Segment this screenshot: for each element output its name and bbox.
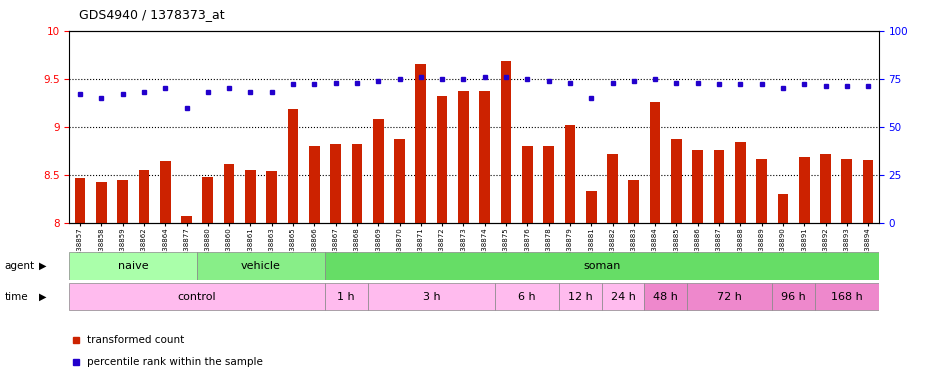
Bar bbox=[863, 161, 873, 223]
Bar bbox=[560, 283, 602, 310]
Text: 24 h: 24 h bbox=[610, 291, 635, 302]
Bar bbox=[479, 91, 490, 223]
Bar bbox=[117, 180, 128, 223]
Bar bbox=[325, 283, 367, 310]
Text: 48 h: 48 h bbox=[653, 291, 678, 302]
Text: transformed count: transformed count bbox=[87, 335, 184, 345]
Bar bbox=[139, 170, 149, 223]
Bar bbox=[245, 170, 255, 223]
Bar bbox=[735, 142, 746, 223]
Bar bbox=[815, 283, 879, 310]
Bar bbox=[197, 252, 325, 280]
Text: vehicle: vehicle bbox=[241, 261, 281, 271]
Bar bbox=[330, 144, 341, 223]
Text: percentile rank within the sample: percentile rank within the sample bbox=[87, 358, 263, 367]
Bar bbox=[778, 194, 788, 223]
Bar bbox=[714, 150, 724, 223]
Bar bbox=[266, 171, 278, 223]
Bar bbox=[607, 154, 618, 223]
Bar bbox=[288, 109, 299, 223]
Text: ▶: ▶ bbox=[39, 291, 46, 302]
Bar bbox=[224, 164, 234, 223]
Text: ▶: ▶ bbox=[39, 261, 46, 271]
Text: GDS4940 / 1378373_at: GDS4940 / 1378373_at bbox=[79, 8, 224, 21]
Bar bbox=[671, 139, 682, 223]
Bar bbox=[394, 139, 405, 223]
Bar bbox=[160, 161, 170, 223]
Bar bbox=[564, 125, 575, 223]
Bar bbox=[367, 283, 496, 310]
Bar bbox=[309, 146, 320, 223]
Bar bbox=[522, 146, 533, 223]
Bar bbox=[96, 182, 106, 223]
Text: time: time bbox=[5, 291, 29, 302]
Bar bbox=[693, 150, 703, 223]
Bar bbox=[437, 96, 448, 223]
Text: agent: agent bbox=[5, 261, 35, 271]
Text: 72 h: 72 h bbox=[717, 291, 742, 302]
Text: soman: soman bbox=[583, 261, 621, 271]
Bar bbox=[458, 91, 469, 223]
Text: 3 h: 3 h bbox=[423, 291, 440, 302]
Bar bbox=[543, 146, 554, 223]
Text: 1 h: 1 h bbox=[338, 291, 355, 302]
Bar bbox=[325, 252, 879, 280]
Bar bbox=[820, 154, 831, 223]
Bar bbox=[757, 159, 767, 223]
Bar bbox=[352, 144, 363, 223]
Bar bbox=[687, 283, 772, 310]
Text: 12 h: 12 h bbox=[568, 291, 593, 302]
Bar bbox=[649, 102, 660, 223]
Bar bbox=[181, 216, 191, 223]
Bar bbox=[628, 180, 639, 223]
Bar bbox=[203, 177, 213, 223]
Text: 6 h: 6 h bbox=[519, 291, 536, 302]
Bar bbox=[772, 283, 815, 310]
Bar bbox=[69, 283, 325, 310]
Text: naive: naive bbox=[118, 261, 149, 271]
Text: 96 h: 96 h bbox=[782, 291, 806, 302]
Bar bbox=[415, 65, 426, 223]
Bar bbox=[586, 191, 597, 223]
Bar bbox=[602, 283, 645, 310]
Bar bbox=[373, 119, 384, 223]
Bar bbox=[69, 252, 197, 280]
Bar bbox=[75, 177, 85, 223]
Text: control: control bbox=[178, 291, 216, 302]
Text: 168 h: 168 h bbox=[831, 291, 863, 302]
Bar bbox=[842, 159, 852, 223]
Bar bbox=[500, 61, 512, 223]
Bar bbox=[496, 283, 560, 310]
Bar bbox=[799, 157, 809, 223]
Bar bbox=[645, 283, 687, 310]
